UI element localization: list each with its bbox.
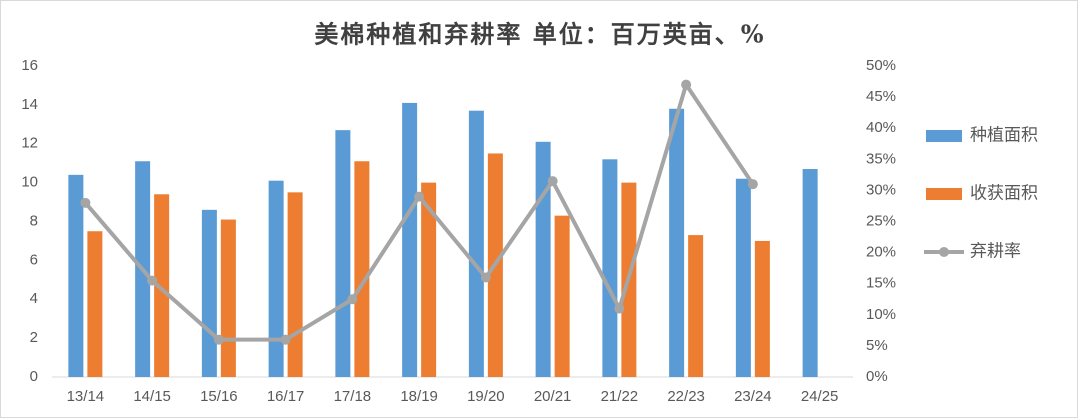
y2-tick-label: 45% [866,88,896,105]
legend-label: 弃耕率 [970,241,1021,260]
line-marker [614,303,625,314]
chart-title: 美棉种植和弃耕率 单位：百万英亩、% [314,20,765,49]
y2-tick-label: 20% [866,244,896,261]
legend-swatch [926,188,962,200]
bar [335,130,351,377]
line-marker [681,79,692,90]
bar [468,110,484,378]
bar [87,231,103,377]
bar [535,141,551,377]
line-marker [280,334,291,345]
x-tick-label: 15/16 [200,388,238,405]
line-marker [547,176,558,187]
x-tick-label: 18/19 [400,388,438,405]
x-tick-label: 13/14 [67,388,105,405]
legend-marker [939,247,949,257]
bar [421,182,437,377]
y-tick-label: 10 [21,174,38,191]
bar [354,161,370,377]
line-marker [347,294,358,305]
bar [669,108,685,377]
y2-tick-label: 30% [866,181,896,198]
bar [802,169,818,377]
y2-tick-label: 25% [866,212,896,229]
bar [554,215,570,377]
x-tick-label: 19/20 [467,388,505,405]
y2-tick-label: 15% [866,275,896,292]
y-tick-label: 4 [30,290,38,307]
y-tick-label: 2 [30,329,38,346]
x-tick-label: 22/23 [667,388,705,405]
line-marker [80,197,91,208]
x-tick-label: 16/17 [267,388,305,405]
y2-tick-label: 5% [866,337,888,354]
x-tick-label: 23/24 [734,388,772,405]
bar [268,180,284,377]
line-marker [480,272,491,283]
x-tick-label: 14/15 [133,388,171,405]
y-tick-label: 16 [21,57,38,74]
bar [201,209,217,377]
x-tick-label: 20/21 [534,388,572,405]
y2-tick-label: 10% [866,306,896,323]
legend-label: 种植面积 [970,125,1038,144]
y-tick-label: 6 [30,251,38,268]
y-tick-label: 0 [30,368,38,385]
legend-swatch [926,130,962,142]
bar [688,235,704,377]
bar [68,174,84,377]
y2-tick-label: 50% [866,57,896,74]
x-tick-label: 21/22 [601,388,639,405]
y2-tick-label: 35% [866,150,896,167]
y2-tick-label: 0% [866,368,888,385]
bar [754,240,770,377]
line-marker [414,191,425,202]
y-tick-label: 8 [30,212,38,229]
bar [154,194,170,377]
y-tick-label: 12 [21,135,38,152]
bar [402,102,418,378]
line-marker [747,179,758,190]
bar [735,178,751,377]
bar [287,192,303,377]
legend-label: 收获面积 [970,183,1038,202]
line-marker [213,334,224,345]
x-tick-label: 17/18 [334,388,372,405]
bar [220,219,236,377]
bar [602,159,618,377]
line-marker [147,275,158,286]
y2-tick-label: 40% [866,119,896,136]
y-tick-label: 14 [21,96,38,113]
x-tick-label: 24/25 [801,388,839,405]
